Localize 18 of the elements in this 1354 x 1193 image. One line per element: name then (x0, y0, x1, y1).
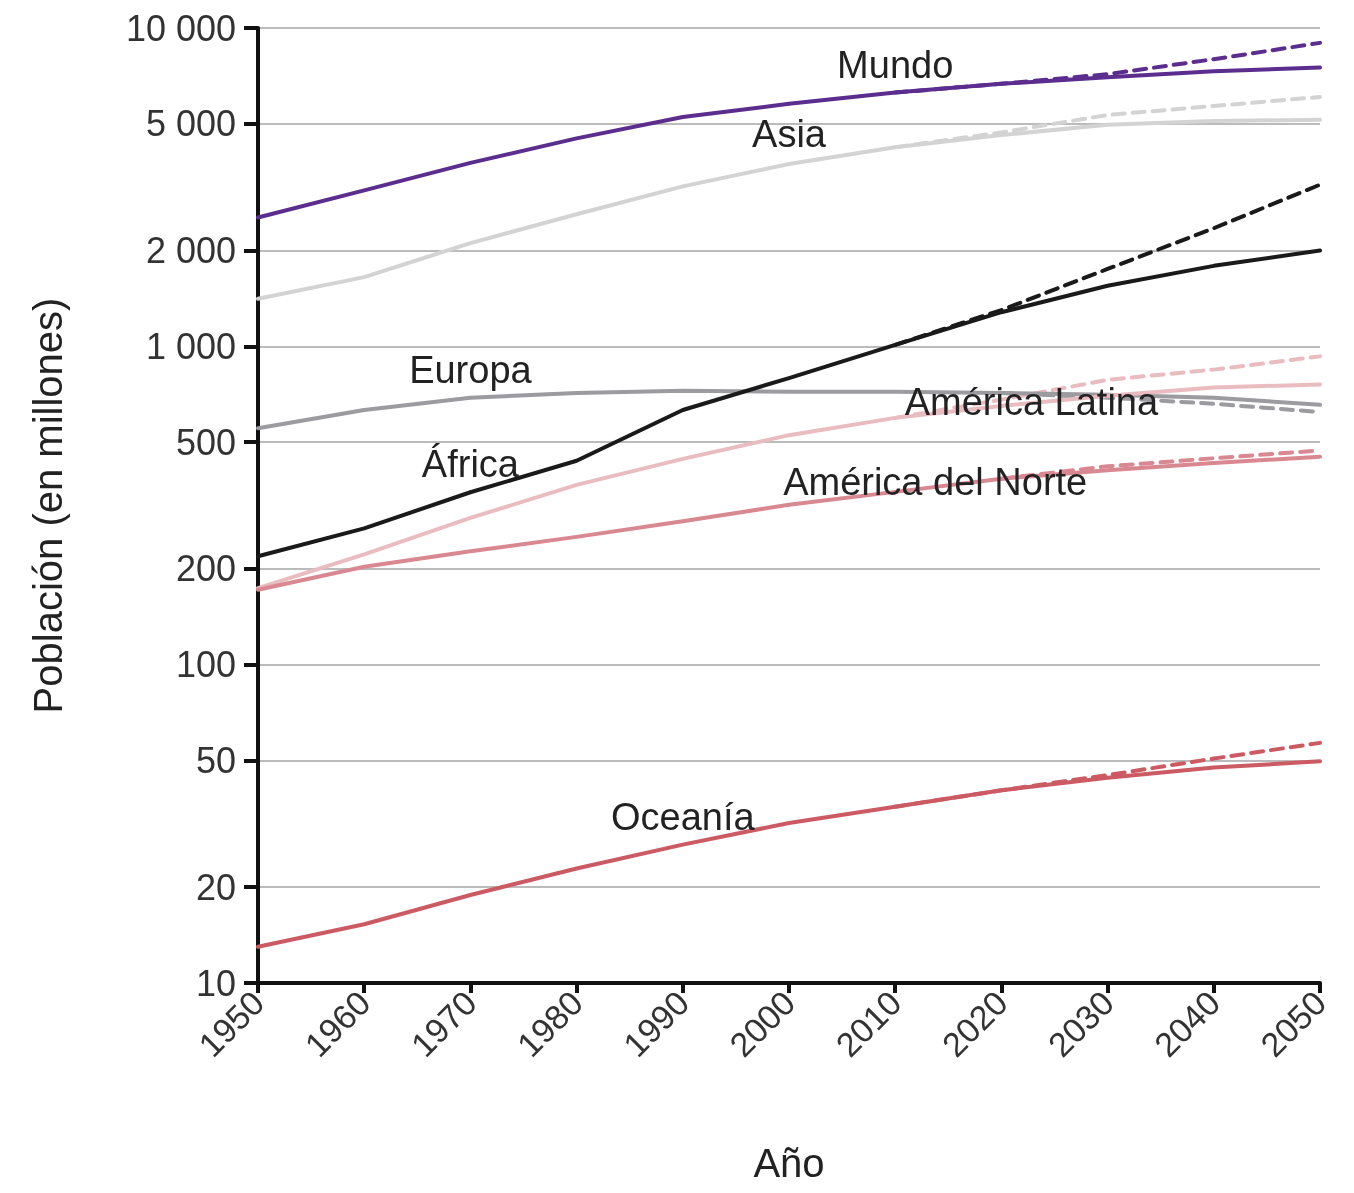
y-tick-label: 1 000 (145, 325, 236, 367)
series-label: África (421, 443, 520, 486)
series-label: América Latina (904, 380, 1159, 423)
y-tick-label: 5 000 (145, 103, 236, 145)
y-tick-label: 200 (175, 548, 236, 590)
y-tick-label: 20 (195, 866, 236, 908)
y-tick-label: 100 (175, 644, 236, 686)
y-tick-label: 500 (175, 421, 236, 463)
series-label: América del Norte (783, 460, 1088, 503)
series-label: Mundo (837, 43, 954, 86)
y-tick-label: 10 000 (125, 7, 236, 49)
x-axis-title: Año (753, 1141, 825, 1185)
series-label: Europa (409, 348, 533, 391)
y-tick-label: 2 000 (145, 230, 236, 272)
y-tick-label: 50 (195, 739, 236, 781)
y-axis-title: Población (en millones) (26, 297, 70, 714)
series-label: Oceanía (610, 795, 756, 838)
series-label: Asia (752, 112, 827, 155)
